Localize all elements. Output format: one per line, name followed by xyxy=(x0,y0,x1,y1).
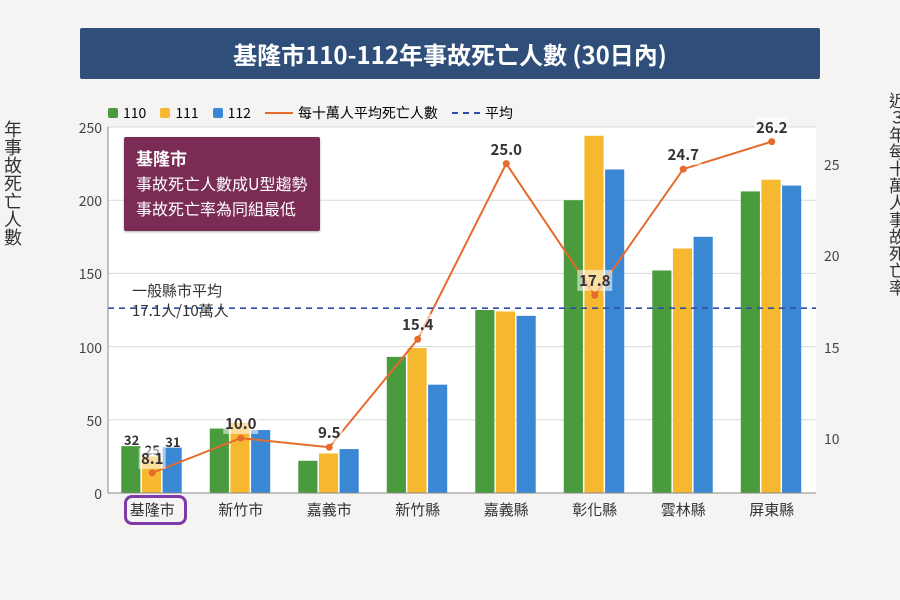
x-category-label: 雲林縣 xyxy=(661,499,706,520)
x-category-label: 嘉義市 xyxy=(307,499,352,520)
x-category-label: 彰化縣 xyxy=(572,499,617,520)
callout-box: 基隆市 事故死亡人數成U型趨勢 事故死亡率為同組最低 xyxy=(124,137,320,231)
chart-area: 110 111 112 每十萬人平均死亡人數 平均 05010015020025… xyxy=(44,97,856,527)
x-category-label: 新竹縣 xyxy=(395,499,440,520)
x-category-label: 基隆市 xyxy=(130,499,175,520)
y-left-axis-title: 年事故死亡人數 xyxy=(0,120,26,246)
y-right-axis-title: 近３年每十萬人事故死亡率 xyxy=(885,92,900,296)
avg-line-label: 一般縣市平均 17.1人/10萬人 xyxy=(132,281,229,322)
x-category-label: 嘉義縣 xyxy=(484,499,529,520)
chart-title: 基隆市110-112年事故死亡人數 (30日內) xyxy=(80,28,820,79)
x-category-label: 屏東縣 xyxy=(749,499,794,520)
x-category-label: 新竹市 xyxy=(218,499,263,520)
